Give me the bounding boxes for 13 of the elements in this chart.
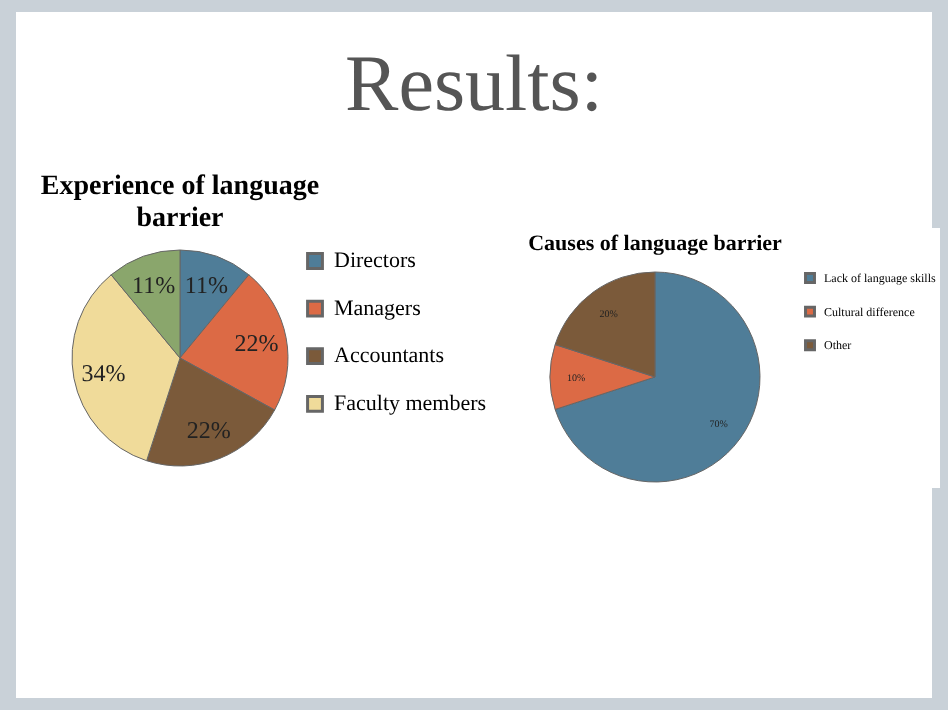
- data-label: 22%: [234, 329, 279, 358]
- legend-label: Accountants: [334, 344, 444, 369]
- legend-label: Directors: [334, 249, 416, 273]
- text: Results:: [343, 36, 605, 130]
- data-label: 34%: [81, 358, 126, 387]
- data-label: 22%: [186, 416, 231, 445]
- pie-slice: [554, 271, 761, 483]
- data-label: 11%: [132, 270, 176, 299]
- legend-label: Faculty members: [334, 391, 487, 416]
- chart-title: Experience of language barrier: [40, 172, 320, 234]
- chart-title: Causes of language barrier: [528, 232, 783, 256]
- data-label: 11%: [184, 270, 228, 299]
- legend-label: Managers: [334, 296, 421, 321]
